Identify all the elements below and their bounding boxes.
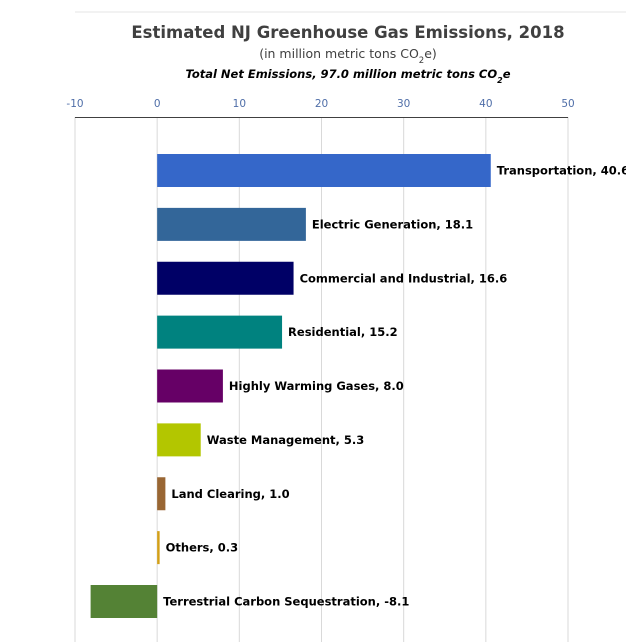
data-labels: Transportation, 40.6 Electric Generation,… xyxy=(163,164,626,609)
x-tick-label: 20 xyxy=(315,98,328,110)
data-label: Land Clearing, 1.0 xyxy=(171,487,289,501)
bar xyxy=(157,477,166,511)
x-tick-label: 10 xyxy=(233,98,246,110)
x-tick-label: 40 xyxy=(479,98,492,110)
bar xyxy=(157,261,294,295)
bar xyxy=(157,369,223,403)
data-label: Electric Generation, 18.1 xyxy=(312,217,473,231)
data-label: Residential, 15.2 xyxy=(288,325,398,339)
bar xyxy=(90,585,158,618)
data-label: Transportation, 40.6 xyxy=(497,164,626,178)
chart-subtitle-total: Total Net Emissions, 97.0 million metric… xyxy=(185,67,510,85)
data-label: Commercial and Industrial, 16.6 xyxy=(300,271,508,285)
bars xyxy=(90,154,491,618)
chart-title: Estimated NJ Greenhouse Gas Emissions, 2… xyxy=(131,23,564,42)
bar xyxy=(157,315,283,349)
bar xyxy=(157,423,201,457)
data-label: Terrestrial Carbon Sequestration, -8.1 xyxy=(163,595,409,609)
data-label: Others, 0.3 xyxy=(166,541,239,555)
data-label: Highly Warming Gases, 8.0 xyxy=(229,379,404,393)
bar xyxy=(157,154,491,187)
bar xyxy=(157,531,160,565)
x-tick-label: 50 xyxy=(561,98,574,110)
x-tick-label: -10 xyxy=(66,98,83,110)
x-tick-label: 0 xyxy=(154,98,161,110)
data-label: Waste Management, 5.3 xyxy=(207,433,365,447)
bar xyxy=(157,207,306,241)
x-axis-ticks: -10 0 10 20 30 40 50 xyxy=(66,98,574,110)
x-tick-label: 30 xyxy=(397,98,410,110)
chart-subtitle: (in million metric tons CO2e) xyxy=(259,46,437,66)
